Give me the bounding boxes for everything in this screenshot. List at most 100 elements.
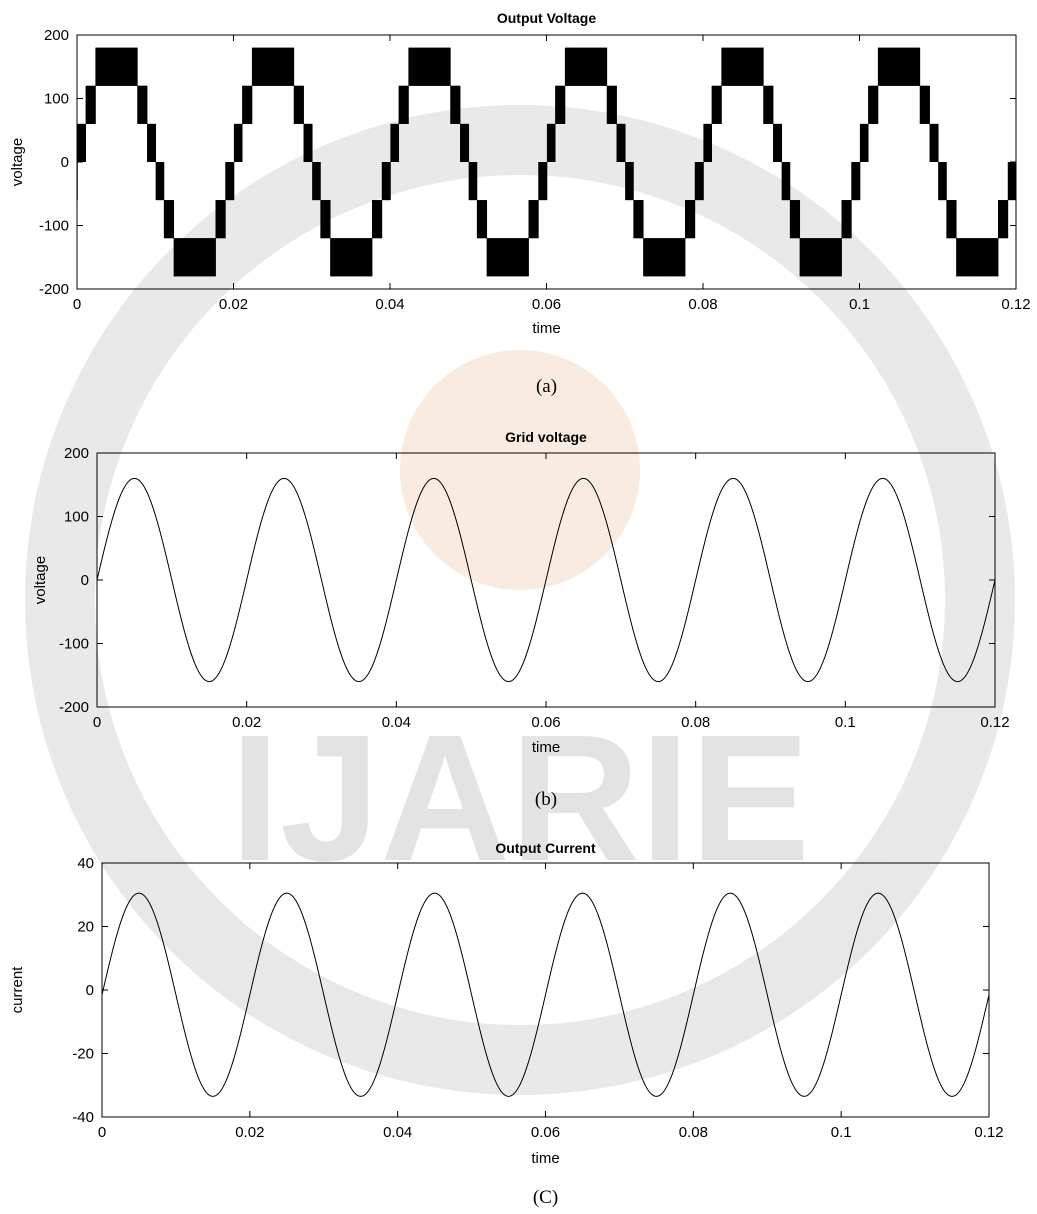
staircase-band bbox=[772, 85, 774, 124]
staircase-band bbox=[215, 238, 216, 277]
staircase-band bbox=[173, 200, 175, 239]
staircase-band bbox=[103, 47, 104, 86]
staircase-band bbox=[861, 123, 862, 162]
chart-title: Output Current bbox=[495, 840, 596, 856]
staircase-band bbox=[181, 238, 183, 277]
staircase-band bbox=[1001, 200, 1003, 239]
figure-caption: (a) bbox=[536, 376, 557, 397]
staircase-band bbox=[933, 123, 934, 162]
series-line bbox=[96, 477, 996, 683]
staircase-band bbox=[773, 123, 774, 162]
staircase-band bbox=[785, 162, 787, 201]
staircase-band bbox=[651, 238, 653, 277]
y-tick-label: -200 bbox=[39, 281, 69, 298]
staircase-band bbox=[804, 238, 806, 277]
staircase-band bbox=[632, 162, 633, 201]
staircase-band bbox=[1007, 162, 1009, 201]
staircase-band bbox=[551, 123, 552, 162]
staircase-band bbox=[485, 200, 487, 239]
staircase-band bbox=[945, 162, 947, 201]
staircase-band bbox=[576, 47, 578, 86]
staircase-band bbox=[285, 47, 286, 86]
staircase-band bbox=[711, 123, 713, 162]
staircase-band bbox=[888, 47, 890, 86]
staircase-band bbox=[866, 123, 868, 162]
staircase-band bbox=[547, 123, 549, 162]
staircase-band bbox=[350, 238, 352, 277]
staircase-band bbox=[175, 238, 177, 277]
staircase-band bbox=[344, 238, 346, 277]
y-tick-label: -100 bbox=[59, 636, 89, 653]
staircase-band bbox=[692, 200, 693, 239]
staircase-band bbox=[357, 238, 358, 277]
staircase-band bbox=[782, 162, 784, 201]
staircase-band bbox=[523, 238, 524, 277]
staircase-band bbox=[914, 47, 916, 86]
staircase-band bbox=[311, 123, 313, 162]
staircase-band bbox=[848, 200, 850, 239]
staircase-band bbox=[588, 47, 590, 86]
staircase-band bbox=[845, 200, 846, 239]
staircase-band bbox=[704, 123, 705, 162]
staircase-band bbox=[569, 47, 571, 86]
staircase-band bbox=[476, 162, 477, 201]
staircase-band bbox=[751, 47, 753, 86]
staircase-band bbox=[560, 85, 561, 124]
staircase-band bbox=[354, 238, 355, 277]
staircase-band bbox=[288, 47, 290, 86]
x-tick-label: 0.1 bbox=[835, 714, 856, 731]
staircase-band bbox=[457, 85, 459, 124]
staircase-band bbox=[776, 123, 778, 162]
x-tick-label: 0.1 bbox=[831, 1124, 852, 1141]
staircase-band bbox=[769, 85, 771, 124]
staircase-band bbox=[585, 47, 587, 86]
staircase-band bbox=[992, 238, 994, 277]
chart-panel-1: 0 0.02 0.04 0.06 0.08 0.1 0.12 -200 -100 0 100 200 O… bbox=[9, 10, 1031, 397]
staircase-band bbox=[546, 162, 548, 201]
staircase-band bbox=[851, 162, 853, 201]
staircase-band bbox=[938, 162, 940, 201]
staircase-band bbox=[863, 123, 865, 162]
staircase-band bbox=[131, 47, 133, 86]
staircase-band bbox=[494, 238, 496, 277]
staircase-band bbox=[141, 85, 142, 124]
staircase-band bbox=[998, 200, 1000, 239]
staircase-band bbox=[432, 47, 434, 86]
staircase-band bbox=[388, 162, 389, 201]
staircase-band bbox=[390, 162, 391, 201]
staircase-band bbox=[735, 47, 737, 86]
staircase-band bbox=[87, 85, 89, 124]
staircase-band bbox=[644, 238, 646, 277]
staircase-band bbox=[698, 162, 700, 201]
x-tick-label: 0.12 bbox=[980, 714, 1009, 731]
staircase-band bbox=[265, 47, 267, 86]
y-tick-label: -100 bbox=[39, 218, 69, 235]
staircase-band bbox=[309, 123, 311, 162]
figure-caption: (C) bbox=[533, 1187, 558, 1208]
staircase-band bbox=[163, 162, 165, 201]
staircase-band bbox=[873, 85, 875, 124]
staircase-band bbox=[904, 47, 906, 86]
x-tick-label: 0.04 bbox=[375, 296, 404, 313]
staircase-band bbox=[891, 47, 893, 86]
staircase-band bbox=[754, 47, 756, 86]
staircase-band bbox=[178, 238, 180, 277]
x-tick-label: 0.02 bbox=[232, 714, 261, 731]
y-tick-label: -20 bbox=[72, 1046, 94, 1063]
staircase-band bbox=[184, 238, 186, 277]
staircase-band bbox=[91, 85, 92, 124]
staircase-band bbox=[767, 85, 768, 124]
staircase-band bbox=[598, 47, 599, 86]
staircase-band bbox=[269, 47, 270, 86]
chart-panel-3: 0 0.02 0.04 0.06 0.08 0.1 0.12 -40 -20 0 20 40 Outpu… bbox=[9, 840, 1004, 1208]
staircase-band bbox=[219, 200, 221, 239]
staircase-band bbox=[528, 200, 530, 239]
staircase-band bbox=[566, 47, 568, 86]
staircase-band bbox=[638, 200, 640, 239]
staircase-band bbox=[122, 47, 124, 86]
staircase-band bbox=[146, 85, 148, 124]
staircase-band bbox=[929, 85, 930, 124]
staircase-band bbox=[454, 85, 455, 124]
staircase-band bbox=[125, 47, 126, 86]
staircase-band bbox=[973, 238, 975, 277]
